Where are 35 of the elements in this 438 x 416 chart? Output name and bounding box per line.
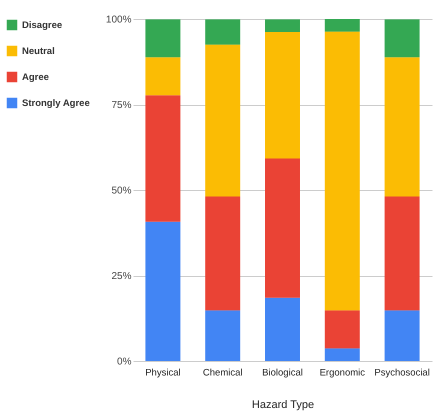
bar xyxy=(205,196,240,310)
bar xyxy=(384,310,420,361)
legend-label: Agree xyxy=(22,72,49,83)
x-tick-label: Physical xyxy=(145,368,181,378)
bar xyxy=(384,57,420,196)
y-tick-label: 0% xyxy=(117,356,132,368)
y-tick-label: 50% xyxy=(111,186,132,196)
x-tick-label: Psychosocial xyxy=(374,368,430,378)
bar xyxy=(324,32,360,310)
legend-label: Neutral xyxy=(22,46,55,57)
bar xyxy=(145,95,180,222)
bar xyxy=(145,57,180,96)
bar xyxy=(145,222,180,361)
legend-label: Strongly Agree xyxy=(22,98,90,109)
x-tick-label: Biological xyxy=(262,368,303,378)
y-tick-label: 75% xyxy=(111,100,132,111)
bar xyxy=(324,348,360,361)
x-axis-title: Hazard Type xyxy=(252,399,314,411)
x-tick-label: Ergonomic xyxy=(320,368,366,378)
bar xyxy=(265,298,300,361)
bar xyxy=(384,19,420,58)
bar xyxy=(265,32,300,159)
bar xyxy=(265,158,300,298)
bar xyxy=(145,19,180,58)
bar xyxy=(384,196,420,310)
bar xyxy=(324,310,360,348)
y-tick-label: 25% xyxy=(111,271,132,282)
bar xyxy=(205,19,240,45)
bar xyxy=(205,44,240,196)
legend-label: Disagree xyxy=(22,20,62,31)
bar xyxy=(324,19,360,32)
bar xyxy=(265,19,300,32)
x-tick-label: Chemical xyxy=(202,368,243,378)
y-tick-label: 100% xyxy=(106,14,132,26)
bar xyxy=(205,310,240,361)
